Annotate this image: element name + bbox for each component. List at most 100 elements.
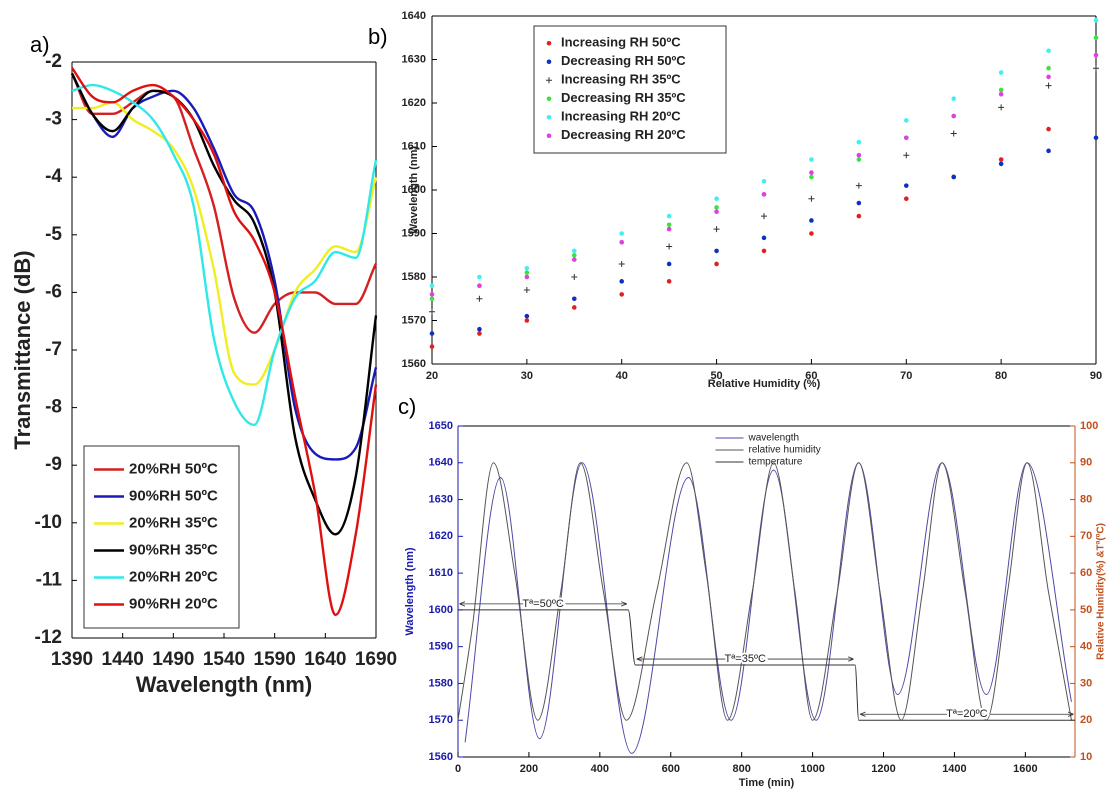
panel-label: c): [398, 394, 416, 419]
series-line: [457, 462, 1072, 721]
x-tick-label: 20: [426, 370, 438, 382]
y-tick-label: 1640: [429, 457, 453, 469]
annotation: Tª=35ºC: [725, 653, 766, 665]
y-tick-label: 1640: [402, 10, 426, 22]
scatter-point: [951, 96, 957, 101]
scatter-point: [856, 139, 862, 145]
legend-label: Decreasing RH 20ºC: [561, 127, 686, 142]
scatter-point: [666, 279, 672, 284]
legend-label: 90%RH 50ºC: [129, 487, 218, 504]
scatter-point: [476, 295, 483, 302]
legend-label: 20%RH 20ºC: [129, 568, 218, 585]
scatter-point: [429, 296, 435, 302]
scatter-point: [524, 274, 530, 280]
legend-label: Increasing RH 50ºC: [561, 35, 681, 50]
scatter-point: [808, 195, 815, 202]
scatter-point: [714, 205, 719, 210]
scatter-point: [1093, 35, 1099, 41]
chart-c: 0 200 400 600 800 1000 1200 1400 1600 1560 1570 158…: [398, 394, 1107, 789]
scatter-point: [571, 248, 577, 254]
y-tick-label: 1560: [429, 751, 453, 763]
y-tick-label: 1610: [402, 140, 426, 152]
legend-marker: [546, 114, 552, 120]
scatter-point: [666, 243, 673, 250]
scatter-point: [761, 179, 767, 184]
y-tick-label: 1600: [402, 184, 426, 196]
legend-label: wavelength: [748, 433, 800, 444]
y2-tick-label: 70: [1080, 530, 1092, 542]
y-axis-label: Wavelength (nm): [408, 146, 420, 235]
y-tick-label: 1630: [402, 53, 426, 65]
y-tick-label: 1650: [429, 420, 453, 432]
y2-tick-label: 80: [1080, 493, 1092, 505]
scatter-point: [1093, 18, 1099, 23]
scatter-point: [666, 226, 672, 232]
y-tick-label: -7: [45, 339, 62, 360]
legend-label: temperature: [749, 457, 803, 468]
y-tick-label: -3: [45, 109, 62, 130]
scatter-point: [1046, 126, 1051, 132]
scatter-point: [903, 135, 909, 141]
legend-marker: [546, 40, 552, 46]
x-tick-label: 1440: [102, 649, 144, 670]
y-tick-label: -5: [45, 224, 62, 245]
legend-label: 90%RH 35ºC: [129, 541, 218, 558]
legend-label: Decreasing RH 50ºC: [561, 53, 686, 68]
scatter-point: [903, 118, 909, 123]
y2-axis-label: Relative Humidity(%) &Tª(ºC): [1096, 523, 1107, 660]
x-tick-label: 1590: [254, 649, 296, 670]
y-tick-label: 1610: [429, 567, 453, 579]
scatter-point: [619, 279, 625, 284]
scatter-point: [477, 331, 482, 336]
x-tick-label: 1490: [152, 649, 194, 670]
scatter-point: [477, 283, 482, 289]
scatter-point: [429, 283, 435, 289]
x-tick-label: 1000: [800, 763, 824, 775]
y-tick-label: 1600: [429, 604, 453, 616]
legend-marker: [546, 59, 552, 65]
y-tick-label: 1580: [402, 271, 426, 283]
scatter-point: [666, 222, 672, 228]
scatter-point: [429, 344, 435, 349]
scatter-point: [1093, 135, 1099, 141]
scatter-point: [571, 274, 578, 280]
x-axis-label: Relative Humidity (%): [708, 378, 821, 390]
scatter-point: [523, 287, 530, 294]
y-tick-label: -2: [45, 51, 62, 72]
legend-label: relative humidity: [749, 445, 821, 456]
series-line: [458, 609, 1075, 721]
scatter-point: [571, 296, 577, 302]
scatter-point: [809, 170, 814, 175]
scatter-point: [809, 174, 814, 180]
scatter-point: [619, 292, 625, 297]
scatter-point: [429, 331, 435, 336]
y-tick-label: 1570: [402, 314, 426, 326]
scatter-point: [618, 260, 625, 267]
x-tick-label: 1690: [355, 649, 397, 670]
x-tick-label: 70: [900, 370, 912, 382]
scatter-point: [761, 213, 767, 220]
panel-label: b): [368, 24, 388, 49]
scatter-point: [950, 130, 957, 137]
x-tick-label: 1540: [203, 649, 245, 670]
legend-label: 90%RH 20ºC: [129, 595, 218, 612]
scatter-point: [951, 113, 957, 119]
y2-tick-label: 10: [1080, 751, 1092, 763]
scatter-point: [951, 174, 957, 180]
y-tick-label: 1580: [429, 677, 453, 689]
scatter-point: [1046, 65, 1051, 71]
scatter-point: [666, 261, 672, 267]
y-tick-label: -6: [45, 281, 62, 302]
scatter-point: [809, 231, 814, 236]
scatter-point: [998, 70, 1004, 75]
scatter-point: [571, 305, 577, 310]
scatter-point: [714, 261, 719, 267]
scatter-point: [998, 161, 1004, 167]
scatter-point: [1045, 82, 1052, 89]
series-line: [71, 101, 378, 386]
scatter-point: [856, 200, 862, 206]
panel-label: a): [30, 32, 50, 57]
legend-label: Increasing RH 35ºC: [561, 72, 681, 87]
legend-label: 20%RH 50ºC: [129, 460, 218, 477]
x-tick-label: 600: [662, 763, 680, 775]
